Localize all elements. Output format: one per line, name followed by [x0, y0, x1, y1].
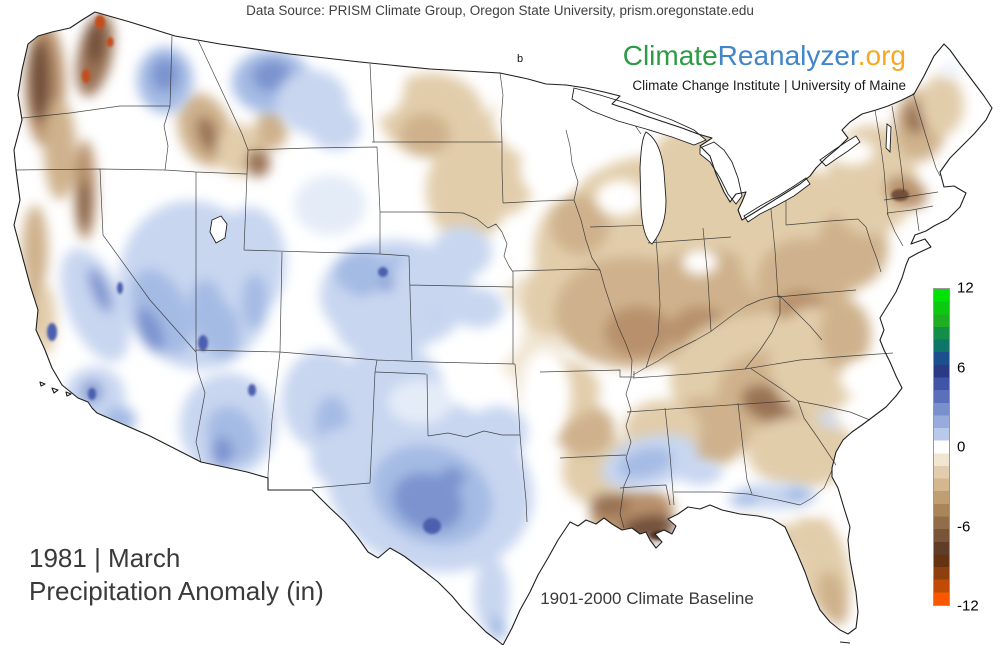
colorbar-tick: 6: [957, 359, 966, 376]
lake-michigan: [639, 131, 667, 245]
anomaly-extreme-dots: [47, 15, 909, 540]
logo-word-reanalyzer: Reanalyzer: [717, 40, 858, 71]
logo-subtitle: Climate Change Institute | University of…: [632, 78, 906, 93]
logo-wordmark: ClimateReanalyzer.org: [623, 40, 906, 72]
map-artifact-label: b: [517, 53, 524, 65]
colorbar-tick: -6: [957, 518, 971, 535]
us-outline: [13, 11, 993, 645]
data-source-line: Data Source: PRISM Climate Group, Oregon…: [246, 3, 754, 18]
great-lakes: [209, 87, 892, 245]
colorbar: 12 6 0 -6 -12: [933, 280, 979, 615]
great-salt-lake: [209, 215, 228, 244]
channel-islands: [39, 381, 851, 644]
site-logo: ClimateReanalyzer.org Climate Change Ins…: [623, 40, 906, 93]
title-date: 1981 | March: [29, 543, 181, 573]
colorbar-ticks: 12 6 0 -6 -12: [957, 280, 993, 615]
colorbar-tick: 12: [957, 279, 974, 297]
logo-word-climate: Climate: [622, 40, 718, 71]
anomaly-field-wet: [60, 47, 958, 641]
lake-champlain: [885, 123, 892, 154]
title-variable: Precipitation Anomaly (in): [29, 576, 324, 606]
lake-superior: [571, 87, 707, 146]
colorbar-gradient: [933, 288, 950, 606]
map-title: 1981 | March Precipitation Anomaly (in): [29, 542, 324, 608]
lake-erie: [743, 177, 811, 223]
baseline-label: 1901-2000 Climate Baseline: [540, 589, 754, 608]
logo-word-org: .org: [857, 40, 906, 71]
state-borders: [15, 35, 941, 529]
colorbar-tick: 0: [957, 438, 966, 456]
colorbar-tick: -12: [957, 597, 979, 615]
